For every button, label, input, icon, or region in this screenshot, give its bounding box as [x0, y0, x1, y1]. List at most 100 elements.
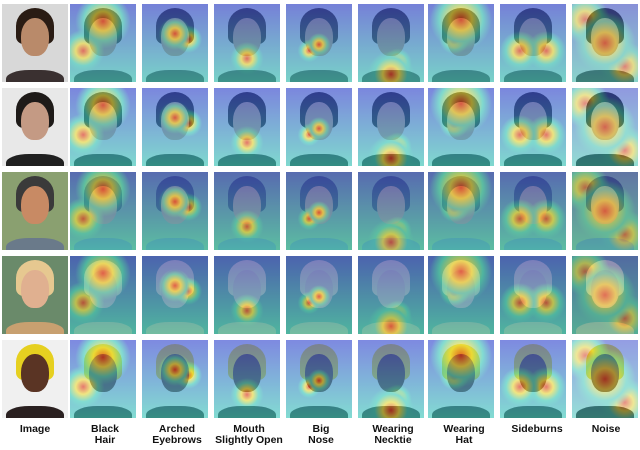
saliency-overlay: [142, 4, 208, 82]
saliency-overlay: [572, 88, 638, 166]
label-wearing-hat: Wearing Hat: [443, 423, 485, 446]
label-sideburns: Sideburns: [511, 423, 563, 435]
original-photo: [2, 256, 68, 334]
heatmap-cell: [70, 340, 136, 418]
heatmap-cell: [500, 4, 566, 82]
face-photo: [2, 256, 68, 334]
heatmap-cell: [572, 340, 638, 418]
heatmap-cell: [286, 4, 352, 82]
heatmap-cell: [214, 172, 280, 250]
saliency-overlay: [70, 172, 136, 250]
heatmap-cell: [214, 4, 280, 82]
saliency-overlay: [500, 88, 566, 166]
face-photo: [2, 4, 68, 82]
saliency-overlay: [428, 256, 494, 334]
heatmap-cell: [70, 88, 136, 166]
label-arched-eyebrows: Arched Eyebrows: [152, 423, 202, 446]
row-blonde-woman: [0, 256, 640, 334]
face-photo: [2, 340, 68, 418]
saliency-overlay: [358, 256, 424, 334]
saliency-overlay: [142, 88, 208, 166]
heatmap-cell: [572, 172, 638, 250]
saliency-overlay: [500, 340, 566, 418]
heatmap-cell: [142, 88, 208, 166]
heatmap-cell: [572, 88, 638, 166]
saliency-overlay: [70, 340, 136, 418]
heatmap-cell: [214, 256, 280, 334]
saliency-overlay: [70, 4, 136, 82]
heatmap-cell: [286, 256, 352, 334]
row-woman-yellow-cap: [0, 340, 640, 418]
saliency-overlay: [428, 340, 494, 418]
saliency-overlay: [214, 172, 280, 250]
label-big-nose: Big Nose: [308, 423, 334, 446]
saliency-overlay: [500, 4, 566, 82]
saliency-overlay: [572, 256, 638, 334]
heatmap-cell: [428, 4, 494, 82]
heatmap-cell: [70, 256, 136, 334]
heatmap-cell: [358, 4, 424, 82]
label-wearing-necktie: Wearing Necktie: [372, 423, 414, 446]
saliency-overlay: [214, 4, 280, 82]
heatmap-cell: [572, 256, 638, 334]
heatmap-cell: [358, 256, 424, 334]
heatmap-cell: [142, 4, 208, 82]
heatmap-cell: [428, 340, 494, 418]
heatmap-cell: [214, 88, 280, 166]
saliency-overlay: [500, 172, 566, 250]
original-photo: [2, 172, 68, 250]
heatmap-cell: [70, 172, 136, 250]
saliency-overlay: [358, 88, 424, 166]
saliency-overlay: [286, 256, 352, 334]
saliency-overlay: [572, 340, 638, 418]
row-man-with-hat: [0, 172, 640, 250]
heatmap-cell: [286, 172, 352, 250]
saliency-overlay: [286, 88, 352, 166]
label-image: Image: [19, 423, 51, 435]
saliency-overlay: [358, 340, 424, 418]
row-man-portrait: [0, 88, 640, 166]
original-photo: [2, 340, 68, 418]
heatmap-cell: [214, 340, 280, 418]
saliency-overlay: [214, 88, 280, 166]
heatmap-cell: [142, 340, 208, 418]
heatmap-cell: [286, 340, 352, 418]
saliency-overlay: [286, 340, 352, 418]
saliency-overlay: [500, 256, 566, 334]
heatmap-cell: [500, 172, 566, 250]
column-labels: Image Black Hair Arched Eyebrows Mouth S…: [0, 424, 640, 450]
heatmap-cell: [358, 340, 424, 418]
heatmap-cell: [428, 256, 494, 334]
label-noise: Noise: [591, 423, 621, 435]
heatmap-cell: [358, 88, 424, 166]
heatmap-cell: [142, 172, 208, 250]
heatmap-cell: [286, 88, 352, 166]
original-photo: [2, 88, 68, 166]
heatmap-cell: [358, 172, 424, 250]
saliency-overlay: [428, 4, 494, 82]
face-photo: [2, 172, 68, 250]
row-man-profile: [0, 4, 640, 82]
heatmap-cell: [428, 172, 494, 250]
saliency-overlay: [572, 4, 638, 82]
saliency-overlay: [358, 4, 424, 82]
heatmap-cell: [428, 88, 494, 166]
saliency-overlay: [214, 256, 280, 334]
original-photo: [2, 4, 68, 82]
saliency-overlay: [70, 256, 136, 334]
saliency-overlay: [358, 172, 424, 250]
heatmap-cell: [142, 256, 208, 334]
heatmap-cell: [70, 4, 136, 82]
saliency-overlay: [214, 340, 280, 418]
face-photo: [2, 88, 68, 166]
saliency-overlay: [572, 172, 638, 250]
saliency-overlay: [142, 340, 208, 418]
saliency-overlay: [142, 172, 208, 250]
label-mouth-slightly-open: Mouth Slightly Open: [215, 423, 283, 446]
saliency-overlay: [142, 256, 208, 334]
saliency-overlay: [70, 88, 136, 166]
saliency-overlay: [428, 172, 494, 250]
saliency-overlay: [286, 172, 352, 250]
label-black-hair: Black Hair: [90, 423, 120, 446]
